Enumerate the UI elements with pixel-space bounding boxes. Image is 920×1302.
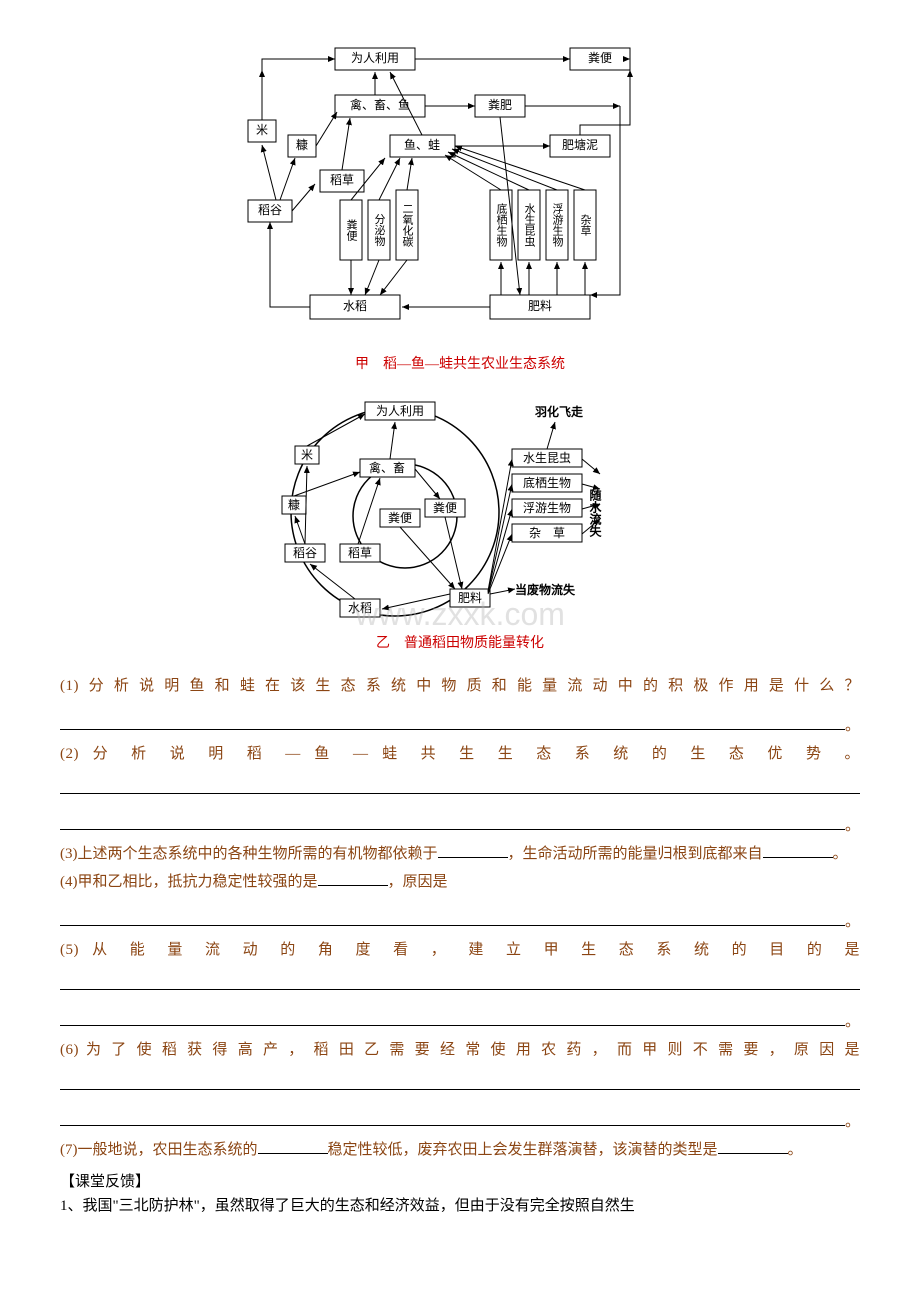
d1-fertilizer: 肥料 (528, 299, 552, 313)
d1-straw: 稻草 (330, 173, 354, 187)
d2-insect: 水生昆虫 (523, 451, 571, 465)
d1-feces: 粪便 (345, 218, 358, 242)
q3-blank-1 (438, 857, 508, 858)
d1-plankton: 浮游生物 (551, 203, 564, 247)
d2-dung: 粪便 (433, 501, 457, 515)
q7-blank-2 (718, 1153, 788, 1154)
d2-mi: 米 (301, 448, 313, 462)
d1-benthos: 底栖生物 (495, 202, 508, 247)
q2-blank-2 (60, 810, 845, 830)
question-2: (2) 分 析 说 明 稻 — 鱼 — 蛙 共 生 生 态 系 统 的 生 态 … (60, 742, 860, 766)
question-3: (3)上述两个生态系统中的各种生物所需的有机物都依赖于 ，生命活动所需的能量归根到… (60, 842, 860, 866)
question-7: (7)一般地说，农田生态系统的 稳定性较低，废弃农田上会发生群落演替，该演替的类型… (60, 1138, 860, 1162)
q7-blank-1 (258, 1153, 328, 1154)
diagram-2-container: 为人利用 米 糠 稻谷 水稻 肥料 禽、畜 粪便 粪便 稻草 羽化飞走 水生昆虫… (60, 394, 860, 665)
d1-livestock: 禽、畜、鱼 (350, 97, 410, 112)
d2-emerge: 羽化飞走 (535, 404, 583, 419)
q4-blank-1 (318, 885, 388, 886)
diagram-2-svg: 为人利用 米 糠 稻谷 水稻 肥料 禽、畜 粪便 粪便 稻草 羽化飞走 水生昆虫… (240, 394, 680, 629)
d2-feces2: 粪便 (388, 511, 412, 525)
q5-blank-2 (60, 1006, 845, 1026)
q7-text-b: 稳定性较低，废弃农田上会发生群落演替，该演替的类型是 (328, 1142, 718, 1158)
question-1: (1)分析说明鱼和蛙在该生态系统中物质和能量流动中的积极作用是什么？ (60, 674, 860, 698)
q3-text-b: ，生命活动所需的能量归根到底都来自 (508, 846, 763, 862)
d1-dungfert: 粪肥 (488, 98, 512, 112)
d1-weeds: 杂草 (579, 214, 592, 236)
question-4: (4)甲和乙相比，抵抗力稳定性较强的是 ，原因是 (60, 870, 860, 894)
q5-blank-1 (60, 970, 860, 990)
d2-riceear: 稻谷 (293, 546, 317, 560)
d2-waterloss: 随水流失 (588, 488, 602, 538)
d1-fishfrog: 鱼、蛙 (404, 138, 440, 152)
d1-secretion: 分泌物 (373, 213, 386, 246)
d2-wasteloss: 当废物流失 (515, 582, 576, 597)
q3-text-c: 。 (833, 846, 848, 862)
feedback-item-1: 1、我国"三北防护林"，虽然取得了巨大的生态和经济效益，但由于没有完全按照自然生 (60, 1194, 860, 1218)
d1-bran: 糠 (296, 137, 308, 152)
q7-text-a: (7)一般地说，农田生态系统的 (60, 1142, 258, 1158)
q7-text-c: 。 (788, 1142, 803, 1158)
d2-straw: 稻草 (348, 546, 372, 560)
q4-text-a: (4)甲和乙相比，抵抗力稳定性较强的是 (60, 874, 318, 890)
d2-plankton: 浮游生物 (523, 501, 571, 515)
d1-riceplant: 水稻 (343, 299, 367, 313)
diagram-1-caption: 甲 稻—鱼—蛙共生农业生态系统 (355, 354, 565, 376)
d1-insect: 水生昆虫 (523, 203, 536, 247)
d1-co2: 二氧化碳 (401, 203, 414, 248)
diagram-1-svg: 为人利用 粪便 禽、畜、鱼 粪肥 米 糠 鱼、蛙 肥塘泥 稻谷 稻草 粪便 分泌… (230, 40, 690, 350)
d2-weeds: 杂 草 (529, 526, 565, 540)
feedback-section-title: 【课堂反馈】 (60, 1170, 860, 1194)
q6-blank-1 (60, 1070, 860, 1090)
q1-blank (60, 710, 845, 730)
d2-benthos: 底栖生物 (523, 475, 571, 490)
q6-blank-2 (60, 1106, 845, 1126)
q4-blank-2 (60, 906, 845, 926)
d2-human: 为人利用 (376, 404, 424, 418)
question-6: (6) 为 了 使 稻 获 得 高 产 ， 稻 田 乙 需 要 经 常 使 用 … (60, 1038, 860, 1062)
d2-livestock: 禽、畜 (369, 460, 405, 475)
diagram-1-container: 为人利用 粪便 禽、畜、鱼 粪肥 米 糠 鱼、蛙 肥塘泥 稻谷 稻草 粪便 分泌… (60, 40, 860, 386)
diagram-2-caption: 乙 普通稻田物质能量转化 (376, 633, 544, 655)
q3-blank-2 (763, 857, 833, 858)
q4-text-b: ，原因是 (388, 874, 448, 890)
d1-pondmud: 肥塘泥 (562, 137, 598, 152)
question-5: (5) 从 能 量 流 动 的 角 度 看 ， 建 立 甲 生 态 系 统 的 … (60, 938, 860, 962)
d1-human: 为人利用 (351, 51, 399, 65)
d1-dung1: 粪便 (588, 51, 612, 65)
d2-fert: 肥料 (458, 591, 482, 605)
d2-bran: 糠 (288, 497, 300, 512)
q2-blank-1 (60, 774, 860, 794)
q3-text-a: (3)上述两个生态系统中的各种生物所需的有机物都依赖于 (60, 846, 438, 862)
d1-mi: 米 (256, 123, 268, 137)
d1-riceear: 稻谷 (258, 203, 282, 217)
d2-riceplant: 水稻 (348, 601, 372, 615)
